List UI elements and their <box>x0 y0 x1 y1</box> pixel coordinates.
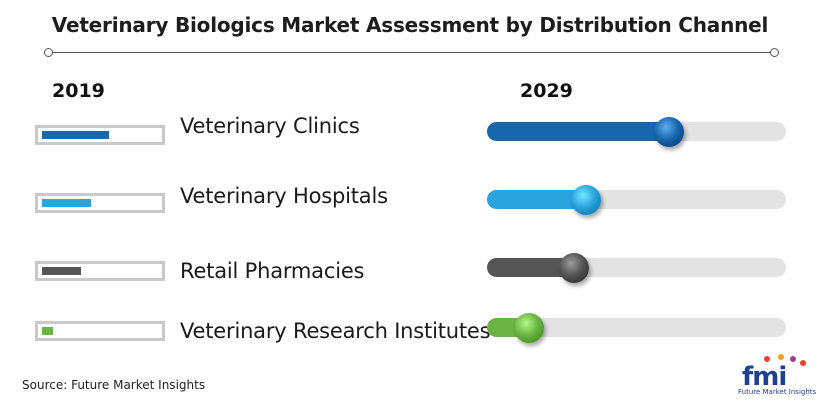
bar-2029-knob-veterinary-research-institutes <box>514 313 544 343</box>
bar-2019-retail-pharmacies <box>42 267 81 275</box>
category-label-veterinary-hospitals: Veterinary Hospitals <box>180 184 388 208</box>
source-note: Source: Future Market Insights <box>22 378 206 392</box>
bar-2019-track-veterinary-research-institutes <box>35 321 165 341</box>
bar-2029-veterinary-clinics <box>487 122 669 141</box>
divider-left-dot <box>44 48 53 57</box>
category-label-veterinary-research-institutes: Veterinary Research Institutes <box>180 319 491 343</box>
year-label-2019: 2019 <box>52 80 105 102</box>
bar-2029-track-veterinary-clinics <box>487 117 786 147</box>
bar-2029-knob-veterinary-hospitals <box>571 185 601 215</box>
bar-2029-retail-pharmacies <box>487 258 574 277</box>
title-divider <box>48 52 774 53</box>
logo-dot-red <box>764 356 770 362</box>
chart-title: Veterinary Biologics Market Assessment b… <box>51 13 769 37</box>
bar-2029-track-veterinary-hospitals <box>487 185 786 215</box>
bar-2029-track-veterinary-research-institutes <box>487 313 786 343</box>
bar-2019-track-veterinary-hospitals <box>35 193 165 213</box>
logo-dot-purple <box>790 356 796 362</box>
logo-subtitle: Future Market Insights <box>738 388 817 396</box>
logo-dot-red-2 <box>800 360 806 366</box>
fmi-logo: fmi Future Market Insights <box>738 354 816 400</box>
bar-2019-veterinary-clinics <box>42 131 109 139</box>
logo-wordmark: fmi <box>742 362 787 392</box>
bar-2029-knob-veterinary-clinics <box>654 117 684 147</box>
bar-2019-track-veterinary-clinics <box>35 125 165 145</box>
year-label-2029: 2029 <box>520 80 573 102</box>
bar-2029-veterinary-hospitals <box>487 190 586 209</box>
divider-right-dot <box>770 48 779 57</box>
bar-2029-knob-retail-pharmacies <box>559 253 589 283</box>
category-label-veterinary-clinics: Veterinary Clinics <box>180 114 360 138</box>
category-label-retail-pharmacies: Retail Pharmacies <box>180 259 365 283</box>
bar-2019-veterinary-hospitals <box>42 199 91 207</box>
logo-dot-orange <box>778 354 784 360</box>
bar-2019-track-retail-pharmacies <box>35 261 165 281</box>
bar-2029-track-retail-pharmacies <box>487 253 786 283</box>
bar-2019-veterinary-research-institutes <box>42 327 53 335</box>
